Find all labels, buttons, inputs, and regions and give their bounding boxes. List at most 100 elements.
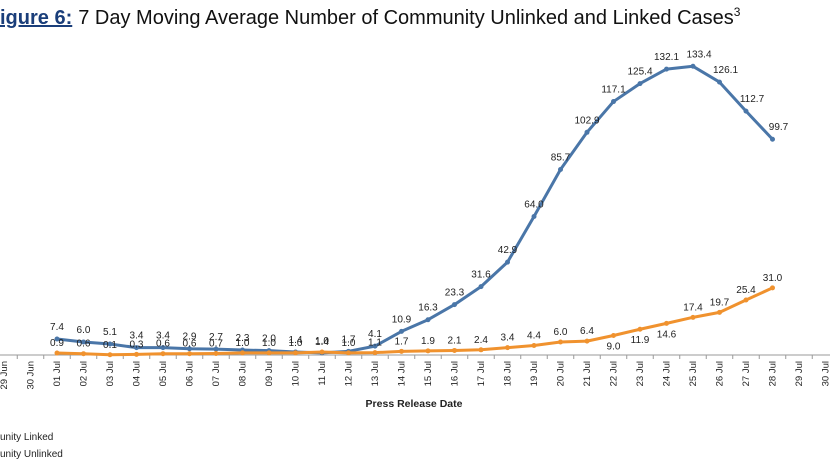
x-tick-label: 05 Jul xyxy=(158,361,169,386)
series-line xyxy=(56,286,774,357)
data-point xyxy=(134,345,139,351)
legend-label: unity Unlinked xyxy=(0,449,63,460)
data-point xyxy=(372,343,378,349)
data-label: 2.0 xyxy=(262,334,276,345)
data-point xyxy=(531,213,537,219)
data-point xyxy=(319,349,325,355)
data-label: 64.0 xyxy=(524,199,544,210)
data-point xyxy=(584,338,590,344)
data-point xyxy=(293,350,298,356)
data-point xyxy=(134,351,139,357)
data-point xyxy=(717,309,722,315)
data-label: 0.1 xyxy=(103,340,117,351)
legend-label: unity Linked xyxy=(0,432,53,443)
data-point xyxy=(187,351,192,357)
x-tick-label: 21 Jul xyxy=(582,361,593,386)
data-label: 7.4 xyxy=(50,322,64,333)
data-point xyxy=(505,259,510,265)
data-label: 9.0 xyxy=(607,342,621,353)
data-label: 1.9 xyxy=(421,336,435,347)
data-label: 11.9 xyxy=(631,335,650,346)
x-tick-label: 01 Jul xyxy=(52,361,63,386)
data-point xyxy=(107,352,113,358)
data-label: 31.0 xyxy=(763,273,783,284)
data-point xyxy=(664,66,669,72)
data-label: 16.3 xyxy=(418,303,438,314)
data-label: 6.0 xyxy=(554,327,568,338)
data-label: 132.1 xyxy=(654,52,679,63)
data-label: 1.7 xyxy=(395,336,409,347)
data-point xyxy=(770,285,775,291)
x-tick-label: 08 Jul xyxy=(238,361,249,386)
data-point xyxy=(478,347,484,353)
data-label: 112.7 xyxy=(740,94,765,105)
data-label: 117.1 xyxy=(601,85,626,96)
x-tick-label: 18 Jul xyxy=(503,361,514,386)
data-point xyxy=(160,351,166,357)
data-point xyxy=(399,328,404,334)
data-point xyxy=(558,167,563,173)
data-label: 3.4 xyxy=(156,331,170,342)
data-point xyxy=(717,79,722,85)
data-label: 6.4 xyxy=(580,326,594,337)
data-point xyxy=(690,314,696,320)
data-label: 0.6 xyxy=(77,339,91,350)
data-point xyxy=(452,302,457,308)
data-point xyxy=(584,129,590,135)
x-tick-label: 20 Jul xyxy=(556,361,567,386)
data-point xyxy=(637,326,643,332)
data-label: 1.0 xyxy=(236,338,250,349)
data-label: 0.9 xyxy=(50,338,64,349)
data-label: 1.4 xyxy=(315,337,329,348)
data-point xyxy=(664,320,669,326)
x-tick-label: 10 Jul xyxy=(291,361,302,386)
data-label: 126.1 xyxy=(713,65,738,76)
data-label: 2.7 xyxy=(209,332,223,343)
data-point xyxy=(81,339,86,345)
x-tick-label: 15 Jul xyxy=(423,361,434,386)
x-tick-label: 11 Jul xyxy=(317,361,328,386)
data-label: 0.6 xyxy=(183,339,197,350)
x-tick-label: 03 Jul xyxy=(105,361,116,386)
data-label: 23.3 xyxy=(445,288,465,299)
data-point xyxy=(425,317,431,323)
x-axis-label: Press Release Date xyxy=(366,398,463,410)
data-label: 1.1 xyxy=(368,338,382,349)
data-point xyxy=(611,333,616,339)
x-tick-label: 26 Jul xyxy=(715,361,726,386)
data-label: 1.0 xyxy=(315,336,329,347)
x-tick-label: 06 Jul xyxy=(185,361,196,386)
x-tick-label: 30 Jun xyxy=(26,361,37,390)
data-point xyxy=(107,341,113,347)
data-label: 6.0 xyxy=(77,325,91,336)
data-label: 102.9 xyxy=(574,115,599,126)
data-point xyxy=(690,63,696,69)
data-point xyxy=(743,108,749,114)
data-label: 25.4 xyxy=(736,285,756,296)
data-label: 0.7 xyxy=(209,338,223,349)
data-point xyxy=(531,342,537,348)
data-label: 2.1 xyxy=(448,335,462,346)
data-label: 2.4 xyxy=(474,335,488,346)
data-label: 17.4 xyxy=(683,302,703,313)
data-point xyxy=(187,346,192,352)
data-point xyxy=(54,350,60,356)
data-label: 4.4 xyxy=(527,330,541,341)
data-label: 5.1 xyxy=(103,327,117,338)
data-label: 99.7 xyxy=(769,122,789,133)
data-point xyxy=(637,81,643,87)
x-tick-label: 25 Jul xyxy=(688,361,699,386)
data-point xyxy=(213,346,219,352)
data-point xyxy=(346,350,351,356)
x-tick-label: 29 Jul xyxy=(794,361,805,386)
data-label: 0.3 xyxy=(130,339,144,350)
data-point xyxy=(266,350,272,356)
series-line xyxy=(56,64,774,355)
title-text: 7 Day Moving Average Number of Community… xyxy=(78,7,734,29)
data-point xyxy=(505,345,510,351)
data-point xyxy=(399,348,404,354)
figure-label: igure 6: xyxy=(0,7,72,29)
data-point xyxy=(425,348,431,354)
x-tick-label: 09 Jul xyxy=(264,361,275,386)
